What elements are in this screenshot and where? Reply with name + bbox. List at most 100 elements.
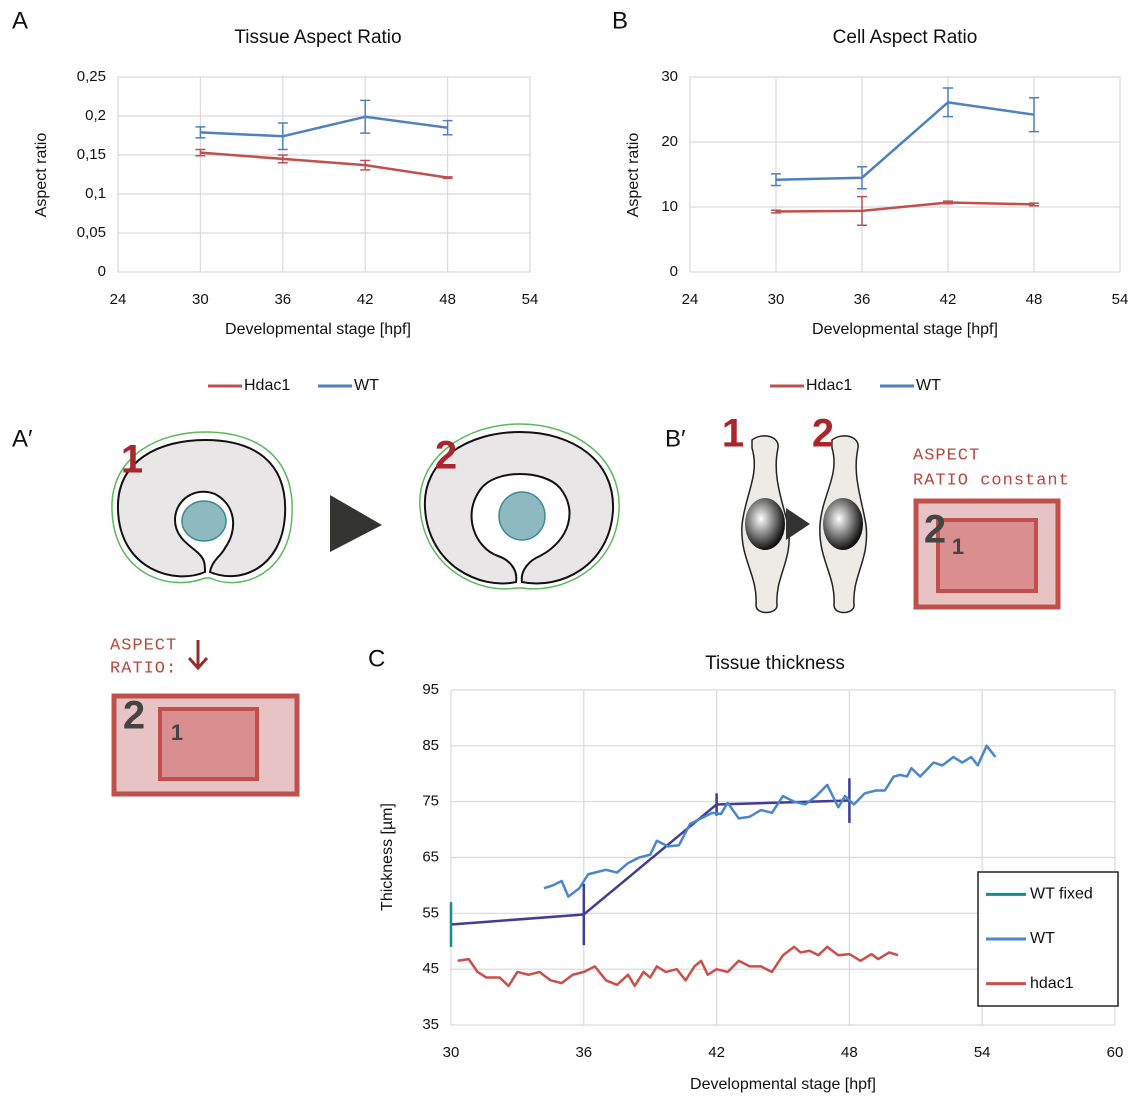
y-tick-label: 75 [422,793,439,810]
x-axis-label: Developmental stage [hpf] [225,321,411,338]
panel-label: B′ [665,425,686,452]
step-label: 2 [435,434,457,478]
error-bar [857,195,867,226]
y-tick-label: 0,05 [77,224,106,241]
error-bar [195,148,206,157]
legend-label: WT [916,377,941,394]
legend-label: WT [354,377,379,394]
error-bar [771,173,781,187]
x-tick-label: 36 [575,1044,592,1061]
chart-title: Tissue Aspect Ratio [234,27,401,48]
x-tick-label: 54 [1112,291,1129,308]
y-axis-label: Thickness [µm] [379,803,396,911]
y-tick-label: 0,1 [85,185,106,202]
legend-label: Hdac1 [244,377,290,394]
x-tick-label: 48 [841,1044,858,1061]
x-tick-label: 48 [439,291,456,308]
chart-title: Cell Aspect Ratio [833,27,978,48]
x-tick-label: 30 [443,1044,460,1061]
series-line [200,115,448,138]
error-bar [195,126,206,139]
y-tick-label: 65 [422,848,439,865]
panel-label: A [12,7,28,34]
series-line [457,945,899,988]
error-bar [943,200,953,205]
caption: ASPECT [913,446,980,465]
series-line [543,744,997,898]
x-axis-label: Developmental stage [hpf] [690,1076,876,1093]
y-tick-label: 20 [661,133,678,150]
chart: 35 45 55 65 75 85 95 30 36 42 48 54 60 Tissue thickne… [379,653,1123,1093]
x-tick-label: 24 [110,291,127,308]
y-tick-label: 35 [422,1016,439,1033]
error-bar [442,119,453,136]
y-tick-label: 0,2 [85,107,106,124]
panel-label: A′ [12,425,33,452]
x-tick-label: 24 [682,291,699,308]
x-tick-label: 54 [522,291,539,308]
legend-label: hdac1 [1030,975,1074,992]
panel-label: B [612,7,628,34]
error-bar [277,154,288,164]
box-label: 2 [123,694,145,738]
error-bar [857,165,867,190]
step-label: 2 [812,412,834,456]
plot-area [117,76,531,273]
series-line [450,799,850,926]
legend-label: WT [1030,930,1055,947]
cell-diagram: 1 2 ASPECT RATIO constant 2 1 [722,412,1070,614]
arrow [330,495,382,552]
x-tick-label: 48 [1026,291,1043,308]
y-tick-label: 0 [98,263,106,280]
box-label: 2 [924,508,946,552]
chart: 0 0,05 0,1 0,15 0,2 0,25 24 30 36 42 48 54 Tissue As… [33,27,538,394]
panel-label: C [368,645,385,672]
y-axis-label: Aspect ratio [33,133,50,218]
plot-area [689,76,1121,273]
y-axis-label: Aspect ratio [625,133,642,218]
y-tick-label: 85 [422,737,439,754]
legend-label: Hdac1 [806,377,852,394]
legend-label: WT fixed [1030,886,1093,903]
y-tick-label: 95 [422,681,439,698]
step-label: 1 [121,438,143,482]
series-line [200,151,448,179]
x-tick-label: 36 [854,291,871,308]
tissue-diagram: 1 2 ASPECT RATIO: 2 1 [110,423,620,797]
x-axis-label: Developmental stage [hpf] [812,321,998,338]
error-bar [277,122,288,151]
error-bar [771,209,781,214]
box-label: 1 [952,534,964,559]
y-tick-label: 45 [422,960,439,977]
x-tick-label: 42 [940,291,957,308]
y-tick-label: 0 [670,263,678,280]
x-tick-label: 54 [974,1044,991,1061]
step-label: 1 [722,412,744,456]
series-line [775,101,1035,181]
caption: ASPECT [110,636,177,655]
error-bar [1029,202,1039,207]
x-tick-label: 30 [192,291,209,308]
error-bar [360,159,371,171]
caption: RATIO constant [913,471,1070,490]
y-tick-label: 10 [661,198,678,215]
y-tick-label: 0,25 [77,68,106,85]
x-tick-label: 36 [274,291,291,308]
chart-title: Tissue thickness [705,653,845,674]
y-tick-label: 55 [422,904,439,921]
x-tick-label: 30 [768,291,785,308]
error-bar [360,99,371,134]
error-bar [442,176,453,180]
error-bar [943,87,953,118]
error-bar [1029,97,1039,133]
chart: 0 10 20 30 24 30 36 42 48 54 Cell Aspect Ratio Deve… [625,27,1128,394]
y-tick-label: 30 [661,68,678,85]
x-tick-label: 60 [1107,1044,1124,1061]
x-tick-label: 42 [357,291,374,308]
y-tick-label: 0,15 [77,146,106,163]
caption: RATIO: [110,659,177,678]
series-line [775,201,1035,213]
box-label: 1 [171,720,183,745]
x-tick-label: 42 [708,1044,725,1061]
